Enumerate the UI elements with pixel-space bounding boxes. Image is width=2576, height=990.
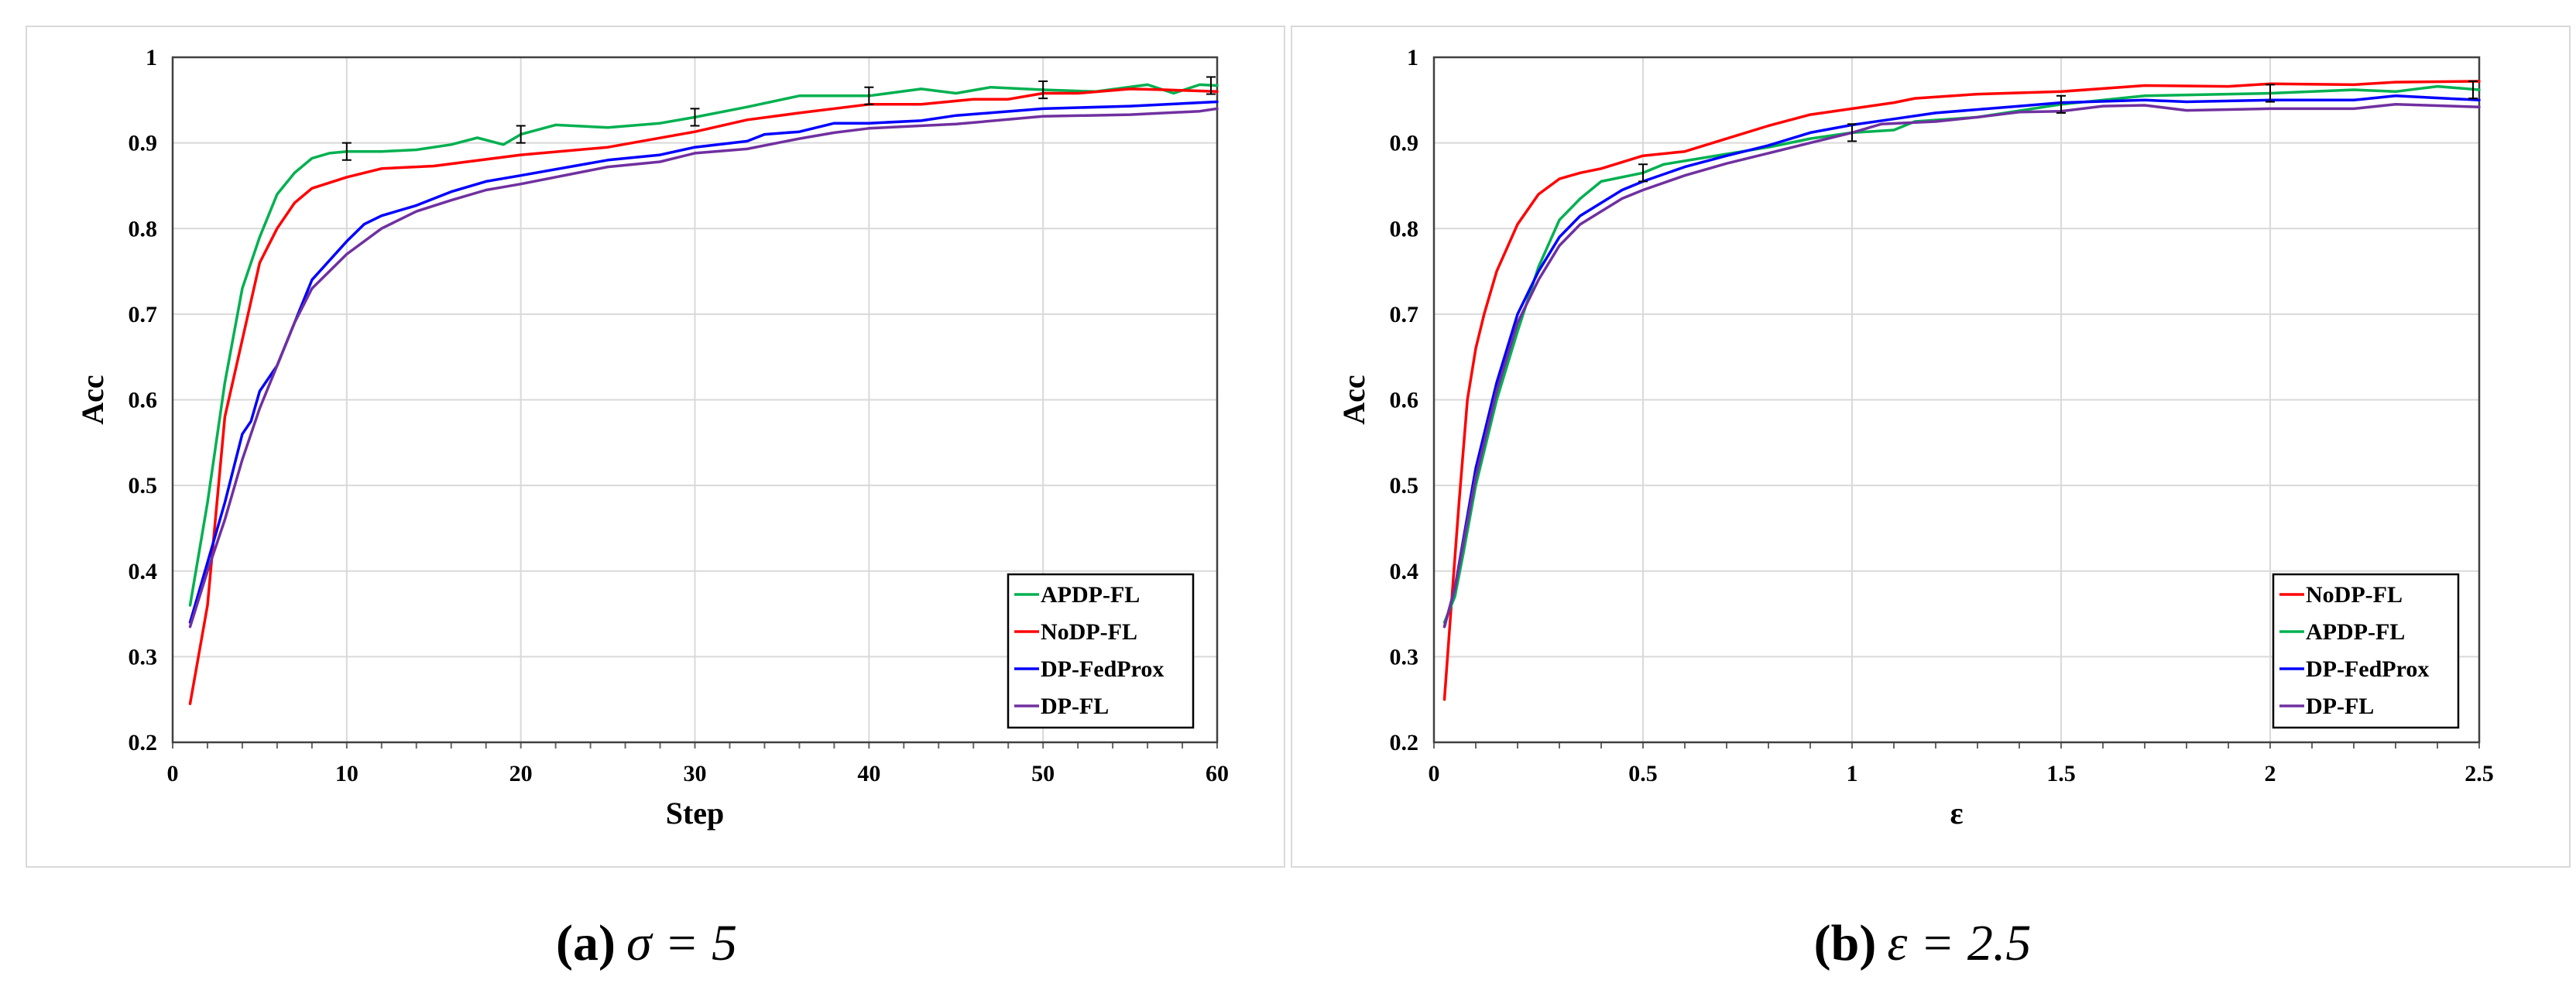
x-tick-label: 1: [1847, 761, 1858, 786]
y-tick-label: 0.8: [129, 216, 158, 242]
legend-label: DP-FL: [1041, 694, 1109, 719]
error-bar: [2468, 80, 2478, 100]
series-line-dp-fl: [1442, 103, 2481, 629]
legend-item: NoDP-FL: [2279, 582, 2403, 608]
series-line-apdp-fl: [188, 83, 1219, 607]
legend: NoDP-FL APDP-FL DP-FedProx DP-FL: [2272, 573, 2460, 729]
subfigure-caption: (b) ε = 2.5: [1814, 915, 2032, 971]
x-tick-label: 0.5: [1628, 761, 1658, 786]
x-axis-title: Step: [666, 796, 725, 831]
legend: APDP-FL NoDP-FL DP-FedProx DP-FL: [1007, 573, 1195, 729]
y-tick-label: 1: [1407, 45, 1418, 70]
y-tick-label: 0.2: [129, 730, 158, 755]
y-axis-title: Acc: [75, 375, 110, 424]
series-line-dp-fedprox: [188, 100, 1219, 624]
y-tick-label: 0.7: [129, 302, 158, 327]
y-axis-title: Acc: [1336, 375, 1371, 424]
series-line-nodp-fl: [1442, 80, 2481, 701]
x-tick-label: 1.5: [2046, 761, 2076, 786]
caption-math: ε = 2.5: [1887, 915, 2031, 971]
error-bar: [1847, 123, 1857, 142]
error-bar: [864, 86, 874, 105]
plot-area-border: [171, 56, 1219, 744]
x-tick-label: 40: [857, 761, 880, 786]
y-tick-label: 0.5: [129, 473, 158, 498]
legend-label: DP-FedProx: [2306, 656, 2429, 682]
error-bar: [516, 125, 526, 144]
legend-label: DP-FedProx: [1041, 656, 1164, 682]
y-tick-label: 0.9: [1390, 131, 1419, 156]
chart-panel-a: 0.20.30.40.50.60.70.80.910 10 20 30 40 50 60St…: [26, 26, 1285, 971]
error-bar: [2266, 84, 2275, 103]
y-tick-label: 0.2: [1390, 730, 1419, 755]
x-tick-label: 50: [1031, 761, 1055, 786]
legend-item: APDP-FL: [2279, 619, 2405, 645]
plot-area-border: [1432, 56, 2481, 744]
legend-label: NoDP-FL: [1041, 619, 1137, 645]
x-axis-title: ε: [1950, 796, 1963, 831]
y-tick-label: 0.6: [129, 388, 158, 413]
series-line-dp-fl: [188, 107, 1219, 629]
error-bar: [1638, 163, 1648, 183]
legend-item: DP-FL: [2279, 694, 2374, 719]
y-tick-label: 0.4: [1390, 559, 1419, 584]
y-tick-label: 0.3: [1390, 644, 1419, 670]
x-tick-label: 60: [1206, 761, 1229, 786]
x-tick-label: 2: [2265, 761, 2276, 786]
legend-item: DP-FedProx: [1014, 656, 1164, 682]
chart-panel-b: 0.2 0.3 0.4 0.5 0.6 0.7 0.8 0.9 1 0 0.5 1 1.5 2 2.5 ε Ac…: [1291, 26, 2571, 971]
caption-label: (b): [1814, 915, 1877, 971]
legend-box: [1007, 573, 1195, 729]
y-tick-label: 1: [146, 45, 157, 70]
x-tick-label: 30: [684, 761, 707, 786]
legend-label: NoDP-FL: [2306, 582, 2403, 608]
error-bar: [1038, 80, 1048, 100]
legend-item: DP-FedProx: [2279, 656, 2429, 682]
legend-item: DP-FL: [1014, 694, 1109, 719]
error-bar: [690, 108, 700, 127]
y-tick-label: 0.7: [1390, 302, 1419, 327]
legend-label: APDP-FL: [1041, 582, 1140, 608]
x-tick-label: 20: [509, 761, 533, 786]
caption-math: σ = 5: [626, 915, 737, 971]
error-bar: [2056, 94, 2066, 114]
error-bar: [341, 142, 352, 161]
x-tick-label: 2.5: [2465, 761, 2494, 786]
error-bar: [1206, 76, 1216, 95]
legend-label: DP-FL: [2306, 694, 2374, 719]
caption-label: (a): [556, 915, 616, 971]
legend-box: [2272, 573, 2460, 729]
y-tick-label: 0.4: [129, 559, 158, 584]
y-tick-label: 0.3: [129, 644, 158, 670]
x-tick-label: 10: [335, 761, 358, 786]
y-tick-label: 0.6: [1390, 388, 1419, 413]
subfigure-caption: (a) σ = 5: [556, 915, 737, 971]
x-tick-label: 0: [1429, 761, 1440, 786]
legend-item: APDP-FL: [1014, 582, 1140, 608]
x-tick-label: 0: [167, 761, 179, 786]
y-tick-label: 0.8: [1390, 216, 1419, 242]
series-line-dp-fedprox: [1442, 94, 2481, 629]
legend-label: APDP-FL: [2306, 619, 2405, 645]
y-tick-label: 0.9: [129, 131, 158, 156]
legend-item: NoDP-FL: [1014, 619, 1137, 645]
y-tick-label: 0.5: [1390, 473, 1419, 498]
